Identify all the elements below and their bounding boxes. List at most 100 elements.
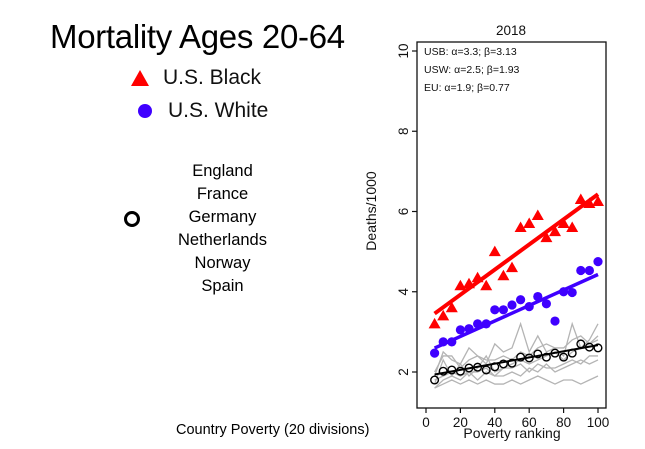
axes: 0 20 40 60 80 100 2 4 6 8 10: [396, 43, 609, 430]
point-u-s-white: [455, 325, 465, 335]
point-eu-average: [524, 353, 534, 363]
point-u-s-white: [473, 319, 483, 329]
point-u-s-white: [559, 287, 569, 297]
point-u-s-black: [549, 225, 561, 237]
point-u-s-white: [438, 337, 448, 347]
country-england: England: [192, 162, 253, 180]
point-eu-average: [455, 366, 465, 376]
point-u-s-white: [576, 265, 586, 276]
point-eu-average: [576, 339, 586, 349]
point-eu-average: [490, 362, 500, 372]
x-axis-title: Poverty ranking: [463, 425, 560, 441]
annotation-usw: USW: α=2.5; β=1.93: [424, 64, 520, 76]
point-u-s-white: [533, 291, 543, 302]
y-tick-label: 8: [396, 127, 411, 135]
point-eu-average: [550, 348, 560, 358]
point-eu-average: [447, 365, 457, 375]
point-u-s-black: [531, 209, 544, 221]
x-tick-label: 20: [453, 415, 468, 430]
point-u-s-white: [516, 295, 526, 305]
point-eu-average: [584, 342, 594, 352]
country-norway: Norway: [194, 254, 251, 272]
point-eu-average: [559, 352, 569, 362]
y-tick-label: 4: [396, 288, 411, 296]
point-u-s-white: [567, 287, 577, 298]
point-eu-average: [438, 366, 448, 376]
point-u-s-black: [445, 301, 458, 313]
main-title: Mortality Ages 20-64: [50, 18, 345, 55]
x-tick-label: 0: [422, 415, 430, 430]
point-u-s-white: [593, 257, 603, 267]
point-u-s-black: [463, 277, 475, 289]
point-u-s-white: [447, 337, 457, 347]
point-u-s-black: [566, 221, 579, 233]
point-eu-average: [481, 365, 491, 375]
point-u-s-white: [507, 300, 517, 310]
point-u-s-black: [497, 269, 510, 281]
chart-title: 2018: [496, 23, 526, 38]
point-eu-average: [473, 362, 483, 372]
point-eu-average: [541, 352, 551, 362]
point-eu-average: [430, 375, 440, 385]
point-u-s-white: [550, 316, 560, 326]
y-tick-label: 10: [396, 43, 411, 58]
fit-line-u-s-white: [433, 272, 599, 350]
legend-us-black: U.S. Black: [131, 66, 261, 90]
annotation-eu: EU: α=1.9; β=0.77: [424, 82, 510, 94]
point-eu-average: [516, 352, 526, 362]
country-germany: Germany: [188, 208, 257, 226]
point-u-s-black: [574, 193, 587, 204]
blue-dot-icon: [138, 104, 152, 118]
point-eu-average: [567, 348, 577, 358]
point-eu-average: [507, 358, 517, 368]
point-eu-average: [533, 349, 543, 359]
point-u-s-black: [428, 317, 441, 329]
point-u-s-white: [430, 348, 440, 358]
point-u-s-black: [437, 309, 450, 321]
x-tick-label: 40: [487, 415, 502, 430]
y-axis-title: Deaths/1000: [363, 171, 379, 251]
x-tick-label: 80: [556, 415, 571, 430]
point-eu-average: [498, 359, 508, 369]
point-u-s-black: [540, 231, 553, 243]
data-points: [428, 193, 604, 385]
point-u-s-white: [584, 265, 595, 276]
point-u-s-black: [471, 271, 484, 283]
x-tick-label: 100: [587, 415, 610, 430]
point-u-s-black: [480, 279, 493, 291]
y-tick-label: 6: [396, 208, 411, 216]
country-line-germany: [434, 321, 599, 373]
point-u-s-black: [592, 195, 604, 206]
y-tick-label: 2: [396, 368, 411, 376]
country-netherlands: Netherlands: [178, 231, 267, 249]
country-france: France: [196, 185, 249, 203]
open-circle-icon: [124, 211, 140, 227]
point-u-s-black: [523, 217, 536, 229]
x-tick-label: 60: [522, 415, 537, 430]
point-eu-average: [464, 363, 474, 373]
point-u-s-white: [498, 305, 508, 315]
point-u-s-white: [490, 305, 500, 315]
legend-us-white: U.S. White: [138, 99, 268, 123]
footnote: Country Poverty (20 divisions): [176, 422, 370, 438]
point-u-s-black: [557, 217, 570, 229]
fit-line-u-s-black: [433, 192, 600, 316]
point-u-s-white: [524, 301, 534, 312]
country-spain: Spain: [201, 277, 244, 295]
point-eu-average: [593, 343, 603, 353]
legend-us-white-label: U.S. White: [168, 99, 269, 122]
eu-country-list: England France Germany Netherlands Norwa…: [155, 160, 290, 298]
point-u-s-white: [541, 299, 552, 309]
point-u-s-black: [454, 279, 467, 291]
point-u-s-white: [464, 324, 474, 334]
point-u-s-black: [506, 261, 518, 273]
annotation-usb: USB: α=3.3; β=3.13: [424, 46, 517, 58]
country-line-spain: [434, 375, 599, 389]
legend-us-black-label: U.S. Black: [163, 66, 262, 89]
point-u-s-black: [514, 221, 527, 233]
red-triangle-icon: [131, 70, 149, 86]
country-line-norway: [434, 359, 599, 389]
plot-frame: [416, 41, 607, 409]
point-u-s-black: [488, 245, 501, 257]
